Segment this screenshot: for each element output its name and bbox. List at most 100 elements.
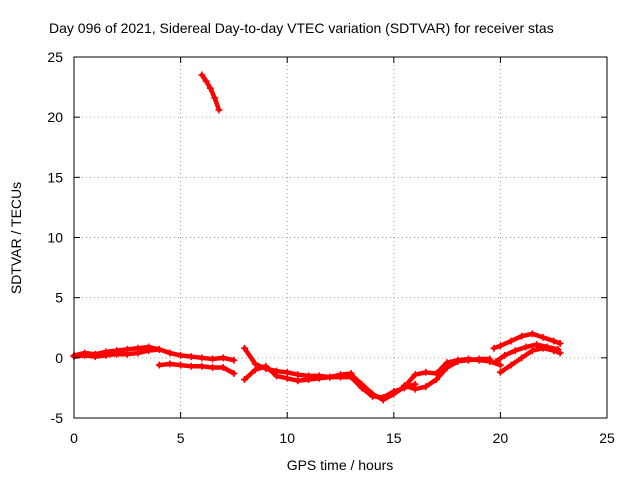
data-point — [554, 345, 562, 353]
y-tick-label: -5 — [51, 410, 64, 426]
grid-lines — [74, 57, 607, 418]
data-point — [507, 337, 515, 345]
data-point — [123, 350, 131, 358]
data-point — [358, 380, 366, 388]
data-point — [262, 362, 270, 370]
x-tick-label: 25 — [599, 430, 615, 446]
data-point — [198, 354, 206, 362]
x-tick-label: 20 — [493, 430, 509, 446]
data-point — [337, 373, 344, 381]
data-point — [496, 361, 504, 369]
data-series — [70, 71, 564, 404]
data-point — [411, 371, 419, 379]
tick-labels: 0 5 10 15 20 25 -5 0 5 10 15 20 25 — [47, 49, 615, 446]
data-point — [177, 361, 185, 369]
data-point — [241, 375, 249, 383]
data-point — [454, 357, 462, 365]
y-tick-label: 5 — [55, 290, 63, 306]
data-point — [219, 363, 227, 371]
data-point — [400, 382, 408, 390]
data-point — [518, 332, 526, 340]
data-point — [464, 356, 472, 364]
data-point — [496, 342, 504, 350]
data-point — [528, 330, 536, 338]
data-point — [326, 373, 334, 381]
data-point — [134, 349, 142, 357]
data-point — [432, 375, 440, 383]
data-point — [550, 337, 558, 345]
data-point — [511, 347, 519, 355]
data-point — [422, 383, 430, 391]
x-tick-label: 15 — [386, 430, 402, 446]
x-tick-label: 5 — [177, 430, 185, 446]
y-tick-label: 20 — [47, 109, 63, 125]
y-tick-label: 25 — [47, 49, 63, 65]
y-tick-label: 0 — [55, 350, 63, 366]
data-point — [492, 357, 500, 365]
data-point — [539, 333, 547, 341]
data-point — [230, 356, 238, 364]
data-point — [202, 77, 210, 85]
data-point — [528, 347, 536, 355]
x-tick-label: 0 — [70, 430, 78, 446]
y-tick-label: 15 — [47, 169, 63, 185]
data-point — [251, 360, 259, 368]
data-point — [411, 385, 419, 393]
data-point — [518, 354, 526, 362]
data-point — [187, 362, 195, 370]
data-point — [543, 343, 551, 351]
data-point — [294, 377, 302, 385]
data-point — [230, 369, 238, 377]
data-point — [215, 106, 223, 114]
chart-title: Day 096 of 2021, Sidereal Day-to-day VTE… — [49, 20, 554, 36]
data-point — [209, 355, 217, 363]
data-point — [347, 371, 355, 379]
data-point — [155, 361, 163, 369]
data-point — [443, 363, 451, 371]
data-point — [422, 368, 430, 376]
data-point — [251, 366, 259, 374]
data-point — [556, 339, 564, 347]
data-point — [206, 84, 214, 92]
data-point — [556, 349, 564, 357]
axis-ticks — [73, 56, 608, 419]
data-point — [294, 371, 302, 379]
data-point — [198, 71, 206, 79]
data-point — [198, 362, 206, 370]
data-point — [241, 344, 249, 352]
y-tick-label: 10 — [47, 230, 63, 246]
data-point — [187, 353, 195, 361]
plot-frame — [73, 56, 608, 419]
data-point — [496, 368, 504, 376]
data-point — [379, 396, 387, 404]
y-axis-label: SDTVAR / TECUs — [8, 182, 24, 294]
data-point — [501, 351, 509, 359]
data-point — [315, 374, 323, 382]
x-tick-label: 10 — [279, 430, 295, 446]
data-point — [113, 350, 121, 358]
data-point — [211, 94, 219, 102]
data-point — [475, 355, 483, 363]
data-point — [145, 347, 153, 355]
data-point — [368, 390, 376, 398]
data-point — [209, 363, 217, 371]
data-point — [390, 390, 398, 398]
data-point — [166, 349, 174, 357]
data-point — [305, 375, 313, 383]
data-point — [219, 354, 227, 362]
data-point — [166, 360, 174, 368]
data-point — [522, 343, 530, 351]
data-point — [155, 345, 163, 353]
data-point — [81, 351, 89, 359]
data-point — [273, 372, 281, 380]
data-point — [91, 353, 99, 361]
x-axis-label: GPS time / hours — [287, 457, 394, 473]
data-point — [533, 341, 541, 349]
data-point — [486, 355, 494, 363]
data-point — [102, 351, 110, 359]
data-point — [507, 361, 515, 369]
data-point — [283, 368, 291, 376]
series-line-6 — [242, 364, 418, 400]
data-point — [490, 344, 498, 352]
